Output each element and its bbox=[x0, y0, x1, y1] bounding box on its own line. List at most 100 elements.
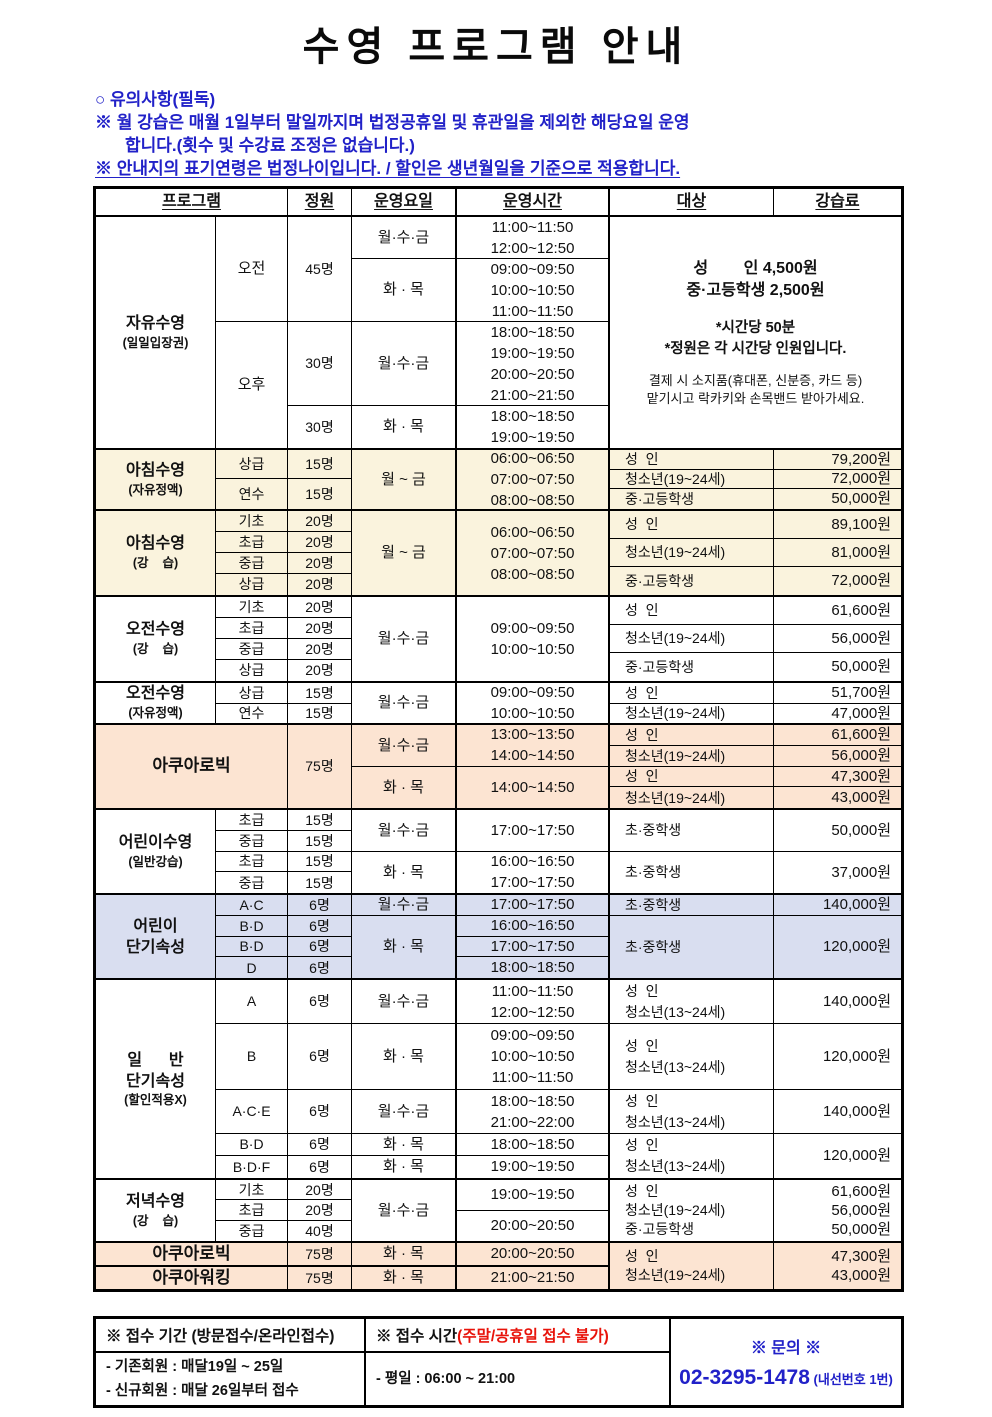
cell-level: 상급 bbox=[216, 450, 288, 480]
table-header-row: 프로그램 정원 운영요일 운영시간 대상 강습료 bbox=[96, 189, 901, 217]
cell-days: 월·수·금 bbox=[352, 217, 457, 259]
cell-days: 화 · 목 bbox=[352, 1024, 457, 1090]
cell-level: 연수 bbox=[216, 479, 288, 509]
cell-target: 성 인 bbox=[610, 766, 774, 788]
cell-target: 성 인 청소년(13~24세) bbox=[610, 1090, 774, 1134]
cell-time: 20:00~20:50 bbox=[457, 1243, 610, 1266]
program-table: 프로그램 정원 운영요일 운영시간 대상 강습료 자유수영 (일일입장권) 오전 … bbox=[93, 186, 904, 1292]
cell-target: 청소년(19~24세) bbox=[610, 469, 774, 490]
cell-days: 화 · 목 bbox=[352, 1134, 457, 1156]
cell-time: 16:00~16:50 17:00~17:50 bbox=[457, 851, 610, 893]
cell-fee: 120,000원 bbox=[774, 1024, 901, 1090]
cell-days: 화 · 목 bbox=[352, 766, 457, 808]
cell-time: 18:00~18:50 bbox=[457, 957, 610, 978]
cell-program-name: 어린이수영 (일반강습) bbox=[96, 810, 216, 893]
cell-session-pm: 오후 bbox=[216, 322, 288, 448]
swim-program-notice-page: 수영 프로그램 안내 ○ 유의사항(필독) ※ 월 강습은 매월 1일부터 말일… bbox=[0, 14, 992, 1417]
cell-capacity: 20명 bbox=[288, 1200, 352, 1221]
cell-target: 성 인 bbox=[610, 725, 774, 746]
cell-time: 11:00~11:50 12:00~12:50 bbox=[457, 980, 610, 1024]
cell-capacity: 20명 bbox=[288, 574, 352, 595]
cell-program-name: 아침수영 (강 습) bbox=[96, 511, 216, 595]
col-header-program: 프로그램 bbox=[96, 189, 288, 215]
cell-fee: 140,000원 bbox=[774, 980, 901, 1024]
cell-fee: 47,000원 bbox=[831, 704, 891, 722]
section-children-intensive: 어린이 단기속성 A·C 6명 B·D 6명 B·D 6명 D 6명 월·수·금… bbox=[96, 893, 901, 978]
cell-capacity: 6명 bbox=[288, 1024, 352, 1090]
registration-time-warning: (주말/공휴일 접수 불가) bbox=[457, 1328, 609, 1345]
cell-fee: 43,000원 bbox=[831, 788, 891, 806]
cell-target: 청소년(19~24세) bbox=[610, 625, 774, 653]
cell-fee: 50,000원 bbox=[774, 810, 901, 852]
cell-target: 초·중학생 bbox=[610, 915, 774, 978]
section-morning-lesson: 아침수영 (강 습) 기초 20명 초급 20명 중급 20명 상급 20명 월 … bbox=[96, 509, 901, 595]
cell-days: 화 · 목 bbox=[352, 406, 457, 448]
col-header-target: 대상 bbox=[610, 189, 774, 215]
cell-time: 09:00~09:50 10:00~10:50 11:00~11:50 bbox=[457, 1024, 610, 1090]
notice-block: ○ 유의사항(필독) ※ 월 강습은 매월 1일부터 말일까지며 법정공휴일 및… bbox=[95, 88, 992, 180]
cell-time: 21:00~21:50 bbox=[457, 1265, 610, 1290]
existing-member-line: - 기존회원 : 매달19일 ~ 25일 bbox=[106, 1359, 284, 1375]
cell-time: 06:00~06:50 07:00~07:50 08:00~08:50 bbox=[457, 511, 610, 595]
cell-program-name: 오전수영 (강 습) bbox=[96, 597, 216, 681]
cell-target: 초·중학생 bbox=[610, 895, 774, 916]
cell-days: 월·수·금 bbox=[352, 322, 457, 406]
cell-fee: 140,000원 bbox=[774, 1090, 901, 1134]
cell-capacity: 20명 bbox=[288, 660, 352, 681]
cell-fee: 47,300원 43,000원 bbox=[831, 1248, 891, 1285]
cell-capacity: 6명 bbox=[288, 957, 352, 978]
cell-level: 상급 bbox=[216, 683, 288, 704]
cell-fee: 140,000원 bbox=[774, 895, 901, 916]
cell-days: 월·수·금 bbox=[352, 895, 457, 916]
cell-capacity: 75명 bbox=[288, 1265, 352, 1290]
cell-level: 중급 bbox=[216, 830, 288, 852]
contact-title: ※ 문의 ※ bbox=[750, 1340, 822, 1357]
contact-phone: 02-3295-1478 bbox=[679, 1366, 810, 1389]
cell-level: 초급 bbox=[216, 618, 288, 639]
cell-capacity: 20명 bbox=[288, 511, 352, 532]
section-morning-free: 아침수영 (자유정액) 상급 15명 연수 15명 월 ~ 금 06:00~06:… bbox=[96, 448, 901, 509]
cell-time: 09:00~09:50 10:00~10:50 bbox=[457, 597, 610, 681]
cell-time: 18:00~18:50 21:00~22:00 bbox=[457, 1090, 610, 1134]
section-general-intensive: 일 반 단기속성 (할인적용X) A 6명 월·수·금 11:00~11:50 1… bbox=[96, 978, 901, 1178]
section-forenoon-lesson: 오전수영 (강 습) 기초 20명 초급 20명 중급 20명 상급 20명 월·… bbox=[96, 595, 901, 681]
cell-fee: 61,600원 bbox=[774, 725, 901, 746]
cell-level: D bbox=[216, 957, 288, 978]
cell-level: A·C·E bbox=[216, 1090, 288, 1134]
cell-level: A bbox=[216, 980, 288, 1024]
weekday-time-line: - 평일 : 06:00 ~ 21:00 bbox=[376, 1371, 516, 1387]
registration-time-body: - 평일 : 06:00 ~ 21:00 bbox=[366, 1353, 671, 1405]
cell-fee: 120,000원 bbox=[822, 1147, 891, 1165]
cell-time: 18:00~18:50 19:00~19:50 20:00~20:50 21:0… bbox=[457, 322, 610, 406]
cell-target: 성 인 청소년(19~24세) 중·고등학생 bbox=[610, 1180, 774, 1241]
cell-target: 청소년(19~24세) bbox=[610, 703, 774, 723]
cell-target: 성 인 bbox=[610, 597, 774, 625]
cell-capacity: 75명 bbox=[288, 1243, 352, 1266]
cell-level: 초급 bbox=[216, 532, 288, 553]
cell-program-name: 아쿠아워킹 bbox=[96, 1265, 288, 1290]
cell-time: 16:00~16:50 bbox=[457, 915, 610, 937]
cell-capacity: 6명 bbox=[288, 980, 352, 1024]
cell-program-name: 저녁수영 (강 습) bbox=[96, 1180, 216, 1241]
cell-level: B·D bbox=[216, 936, 288, 958]
cell-program-name: 아쿠아로빅 bbox=[96, 1243, 288, 1266]
section-forenoon-free: 오전수영 (자유정액) 상급 15명 연수 15명 월·수·금 09:00~09:… bbox=[96, 681, 901, 723]
section-aqua-evening: 아쿠아로빅 75명 화 · 목 20:00~20:50 아쿠아워킹 75명 화 … bbox=[96, 1241, 901, 1290]
cell-level: 기초 bbox=[216, 1180, 288, 1201]
cell-fee: 81,000원 bbox=[774, 539, 901, 567]
info-small-2: 맡기시고 락카키와 손목밴드 받아가세요. bbox=[646, 390, 865, 406]
cell-level: 상급 bbox=[216, 574, 288, 595]
cell-level: 연수 bbox=[216, 703, 288, 723]
new-member-line: - 신규회원 : 매달 26일부터 접수 bbox=[106, 1383, 299, 1399]
cell-days: 월·수·금 bbox=[352, 1090, 457, 1134]
cell-level: 중급 bbox=[216, 872, 288, 893]
cell-target: 성 인 청소년(13~24세) bbox=[610, 1134, 774, 1178]
cell-days: 월·수·금 bbox=[352, 980, 457, 1024]
cell-fee: 51,700원 bbox=[774, 683, 901, 704]
cell-level: 초급 bbox=[216, 851, 288, 873]
cell-days: 월·수·금 bbox=[352, 597, 457, 681]
registration-period-body: - 기존회원 : 매달19일 ~ 25일 - 신규회원 : 매달 26일부터 접… bbox=[96, 1353, 366, 1405]
info-price-student: 중·고등학생 2,500원 bbox=[686, 281, 825, 299]
cell-target: 중·고등학생 bbox=[610, 653, 774, 681]
cell-capacity: 20명 bbox=[288, 639, 352, 660]
